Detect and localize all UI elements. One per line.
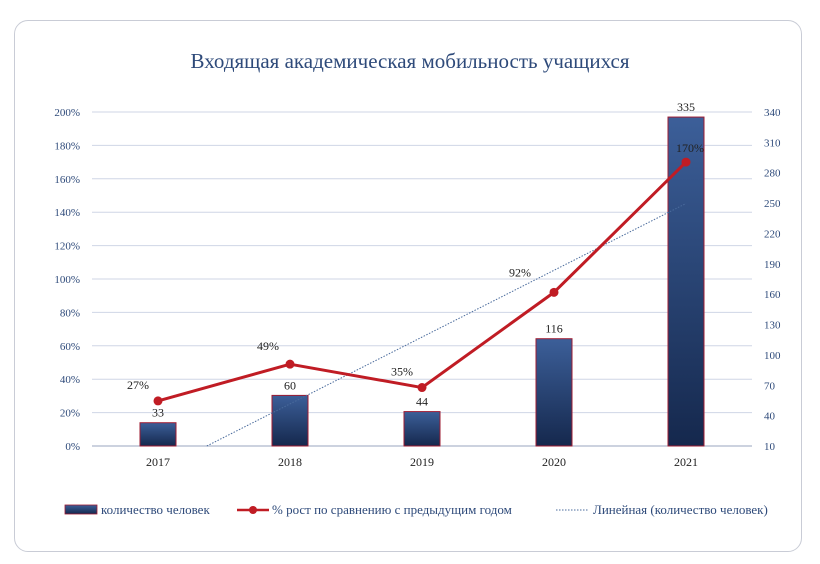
left-axis: 0% 20% 40% 60% 80% 100% 120% 140% 160% 180% 200% (54, 107, 80, 453)
bars: 33 60 44 116 335 (139, 100, 705, 447)
left-axis-tick-label: 160% (54, 174, 80, 186)
x-axis-tick-label: 2018 (278, 455, 302, 469)
bar-2018 (271, 394, 309, 447)
grid (92, 111, 752, 447)
growth-data-label: 49% (257, 339, 279, 353)
left-axis-tick-label: 120% (54, 241, 80, 253)
growth-point-2020 (549, 287, 559, 297)
right-axis-tick-label: 190 (764, 259, 781, 271)
right-axis-tick-label: 220 (764, 228, 781, 240)
legend-item-trend: Линейная (количество человек) (556, 502, 768, 517)
x-axis-tick-label: 2020 (542, 455, 566, 469)
left-axis-tick-label: 100% (54, 274, 80, 286)
left-axis-tick-label: 180% (54, 140, 80, 152)
growth-point-2017 (153, 396, 163, 406)
legend-swatch-bars (64, 504, 98, 515)
left-axis-tick-label: 20% (60, 408, 80, 420)
right-axis-tick-label: 40 (764, 411, 776, 423)
right-axis-tick-label: 250 (764, 198, 781, 210)
bar-data-label: 44 (416, 395, 428, 409)
right-axis-tick-label: 280 (764, 168, 781, 180)
x-axis: 2017 2018 2019 2020 2021 (146, 455, 698, 469)
legend-item-line: % рост по сравнению с предыдущим годом (237, 502, 512, 517)
bar-2020 (535, 338, 573, 447)
bar-data-label: 60 (284, 378, 296, 392)
legend-label-line: % рост по сравнению с предыдущим годом (272, 502, 512, 517)
right-axis-tick-label: 130 (764, 320, 781, 332)
left-axis-tick-label: 80% (60, 307, 80, 319)
growth-data-label: 92% (509, 265, 531, 279)
left-axis-tick-label: 200% (54, 107, 80, 119)
growth-data-label: 27% (127, 378, 149, 392)
legend: количество человек % рост по сравнению с… (64, 502, 768, 517)
bar-2019 (403, 411, 441, 447)
trendline (206, 203, 687, 447)
left-axis-tick-label: 60% (60, 341, 80, 353)
growth-line-path (157, 161, 688, 403)
bar-2017 (139, 422, 177, 447)
right-axis-tick-label: 10 (764, 441, 776, 453)
growth-point-2021 (681, 157, 691, 167)
legend-item-bars: количество человек (64, 502, 210, 517)
x-axis-tick-label: 2017 (146, 455, 170, 469)
growth-data-label: 35% (391, 365, 413, 379)
left-axis-tick-label: 140% (54, 207, 80, 219)
bar-data-label: 116 (545, 322, 563, 336)
right-axis-tick-label: 340 (764, 107, 781, 119)
x-axis-tick-label: 2019 (410, 455, 434, 469)
right-axis-tick-label: 160 (764, 289, 781, 301)
legend-label-trend: Линейная (количество человек) (593, 502, 768, 517)
growth-data-label: 170% (676, 141, 704, 155)
bar-data-label: 335 (677, 100, 695, 114)
right-axis-tick-label: 310 (764, 137, 781, 149)
growth-point-2018 (285, 359, 295, 369)
left-axis-tick-label: 0% (65, 441, 80, 453)
x-axis-tick-label: 2021 (674, 455, 698, 469)
legend-swatch-line-marker (249, 506, 257, 514)
legend-label-bars: количество человек (101, 502, 210, 517)
left-axis-tick-label: 40% (60, 374, 80, 386)
bar-data-label: 33 (152, 406, 164, 420)
right-axis-tick-label: 70 (764, 380, 776, 392)
chart-title: Входящая академическая мобильность учащи… (191, 49, 630, 73)
growth-point-2019 (417, 383, 427, 393)
growth-line: 27% 49% 35% 92% 170% (127, 141, 704, 406)
right-axis: 10 40 70 100 130 160 190 220 250 280 310 340 (764, 107, 781, 453)
trendline-path (206, 203, 687, 447)
right-axis-tick-label: 100 (764, 350, 781, 362)
